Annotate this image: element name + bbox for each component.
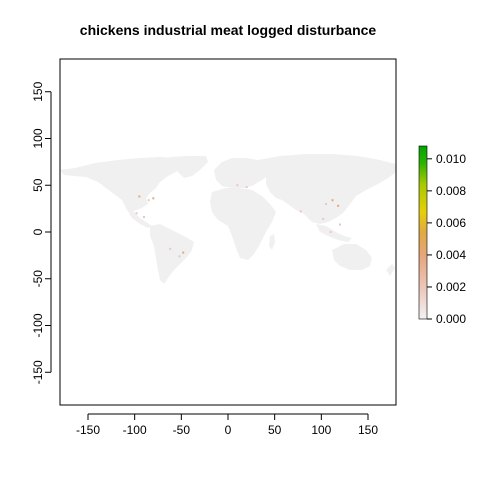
landmass-africa	[210, 188, 276, 260]
hotspot-cell	[169, 247, 172, 250]
legend-tick-label: 0.010	[436, 152, 466, 166]
x-tick-label: 150	[358, 423, 378, 437]
map-panel	[59, 58, 397, 406]
hotspot-cell	[339, 223, 341, 226]
y-axis: -150 -100 -50 0 50 100 150	[31, 81, 52, 384]
hotspot-cell	[331, 199, 334, 202]
hotspot-layer	[135, 184, 341, 258]
hotspot-cell	[135, 212, 138, 215]
hotspot-cell	[322, 217, 325, 220]
y-tick-label: 150	[31, 81, 45, 101]
hotspot-cell	[138, 195, 141, 198]
x-tick-label: -150	[76, 423, 100, 437]
landmass-greenland	[170, 156, 208, 178]
chart-title: chickens industrial meat logged disturba…	[80, 22, 377, 38]
hotspot-cell	[299, 210, 302, 213]
hotspot-cell	[236, 184, 239, 187]
x-tick-label: 50	[268, 423, 282, 437]
legend-tick-label: 0.008	[436, 184, 466, 198]
landmass-japan	[356, 180, 366, 194]
landmass-asia	[258, 154, 396, 224]
hotspot-cell	[245, 186, 248, 189]
landmass-south-america	[150, 224, 194, 284]
landmass-europe	[214, 158, 270, 188]
legend-tick-label: 0.006	[436, 216, 466, 230]
landmass-australia	[332, 244, 372, 270]
landmass-southeast-asia	[316, 224, 352, 242]
legend-tick-label: 0.002	[436, 280, 466, 294]
y-tick-label: 0	[31, 228, 45, 235]
y-tick-label: -50	[31, 270, 45, 288]
hotspot-cell	[182, 251, 185, 254]
y-tick-label: -150	[31, 360, 45, 384]
y-tick-label: -100	[31, 313, 45, 337]
hotspot-cell	[152, 197, 155, 200]
legend-colorbar	[418, 145, 428, 320]
y-tick-label: 50	[31, 178, 45, 192]
hotspot-cell	[143, 216, 145, 219]
x-tick-label: 100	[311, 423, 331, 437]
map-frame	[59, 58, 397, 406]
landmass-new-zealand	[386, 264, 395, 276]
legend-tick-label: 0.004	[436, 248, 466, 262]
hotspot-cell	[178, 255, 181, 258]
x-tick-label: -100	[123, 423, 147, 437]
landmass-central-america	[126, 208, 152, 228]
land-layer	[60, 154, 396, 284]
x-tick-label: -50	[173, 423, 191, 437]
hotspot-cell	[337, 204, 340, 207]
y-tick-label: 100	[31, 128, 45, 148]
x-tick-label: 0	[225, 423, 232, 437]
color-legend: 0.000 0.002 0.004 0.006 0.008 0.010	[418, 145, 466, 326]
landmass-madagascar	[269, 234, 275, 250]
x-axis: -150 -100 -50 0 50 100 150	[76, 413, 378, 437]
legend-tick-label: 0.000	[436, 312, 466, 326]
hotspot-cell	[325, 202, 327, 205]
legend-ticks: 0.000 0.002 0.004 0.006 0.008 0.010	[427, 152, 466, 326]
landmass-north-america	[60, 157, 186, 214]
hotspot-cell	[329, 231, 332, 233]
hotspot-cell	[147, 199, 150, 202]
